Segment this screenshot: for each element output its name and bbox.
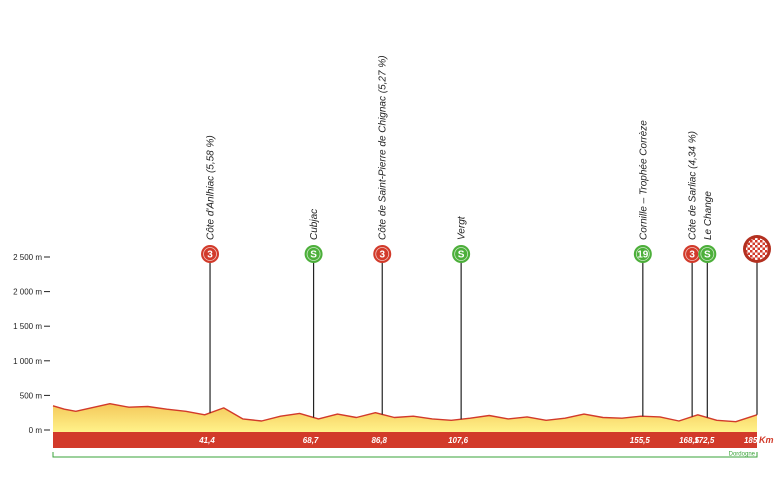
waypoint: S Cubjac [304, 209, 323, 418]
km-label: 107,6 [448, 436, 469, 445]
waypoint-name: Cubjac [309, 209, 320, 240]
waypoint-badge-label: S [310, 250, 317, 261]
region-bracket [52, 452, 758, 458]
waypoint-name: Le Change [703, 191, 714, 240]
km-label: 41,4 [198, 436, 215, 445]
y-tick-label: 500 m [20, 391, 43, 400]
waypoint [743, 235, 771, 415]
waypoint-badge-label: S [704, 250, 711, 261]
y-tick-label: 2 500 m [13, 253, 42, 262]
km-label: 168,5 [679, 436, 700, 445]
km-band-bar [53, 432, 757, 448]
waypoint-badge-ring [375, 247, 390, 261]
waypoint-badge-label: 3 [379, 250, 385, 261]
y-axis: 2 500 m 2 000 m 1 500 m 1 000 m 500 m 0 m [13, 253, 50, 435]
km-unit-label: Km [759, 435, 774, 445]
waypoint-badge-label: 3 [689, 250, 695, 261]
region-label: Dordogne [729, 452, 756, 458]
waypoint: 3 Côte d'Anlhiac (5,58 %) [201, 135, 220, 413]
waypoint: 3 Côte de Saint-Pierre de Chignac (5,27 %… [373, 55, 392, 415]
profile-line [52, 403, 758, 423]
waypoint: S Vergt [452, 215, 471, 420]
waypoint-name: Côte de Sarliac (4,34 %) [688, 131, 699, 240]
y-tick-label: 0 m [29, 426, 43, 435]
waypoint-name: Côte d'Anlhiac (5,58 %) [206, 135, 217, 240]
finish-flag-icon [746, 238, 768, 260]
y-tick-label: 1 500 m [13, 322, 42, 331]
waypoint-badge-ring [203, 247, 217, 261]
waypoint-badge-ring [700, 247, 715, 261]
waypoint-badge-label: 3 [207, 250, 213, 261]
waypoint-badge-label: S [458, 250, 465, 261]
waypoint-name: Côte de Saint-Pierre de Chignac (5,27 %) [378, 55, 389, 240]
km-label: 155,5 [630, 436, 651, 445]
waypoint: S Le Change [698, 191, 717, 418]
waypoint-name: Vergt [457, 215, 468, 240]
y-tick-label: 2 000 m [13, 288, 42, 297]
km-label: 172,5 [694, 436, 715, 445]
elevation-profile [52, 403, 758, 432]
y-tick-label: 1 000 m [13, 357, 42, 366]
km-label: 86,8 [371, 436, 387, 445]
waypoint-badge-ring [306, 247, 321, 261]
waypoint-badge-ring [635, 247, 650, 261]
waypoint-name: Cornille – Trophée Corrèze [638, 120, 649, 240]
profile-fill [53, 403, 757, 432]
waypoint: 3 Côte de Sarliac (4,34 %) [683, 131, 702, 417]
km-label: 185,6 [744, 436, 765, 445]
waypoint-badge-label: 19 [637, 250, 649, 261]
region-bar: Dordogne [52, 452, 758, 458]
waypoint: 19 Cornille – Trophée Corrèze [633, 120, 652, 417]
waypoints: 3 Côte d'Anlhiac (5,58 %) S Cubjac 3 Côte de … [201, 55, 771, 420]
waypoint-badge-ring [454, 247, 469, 261]
km-label: 68,7 [303, 436, 319, 445]
